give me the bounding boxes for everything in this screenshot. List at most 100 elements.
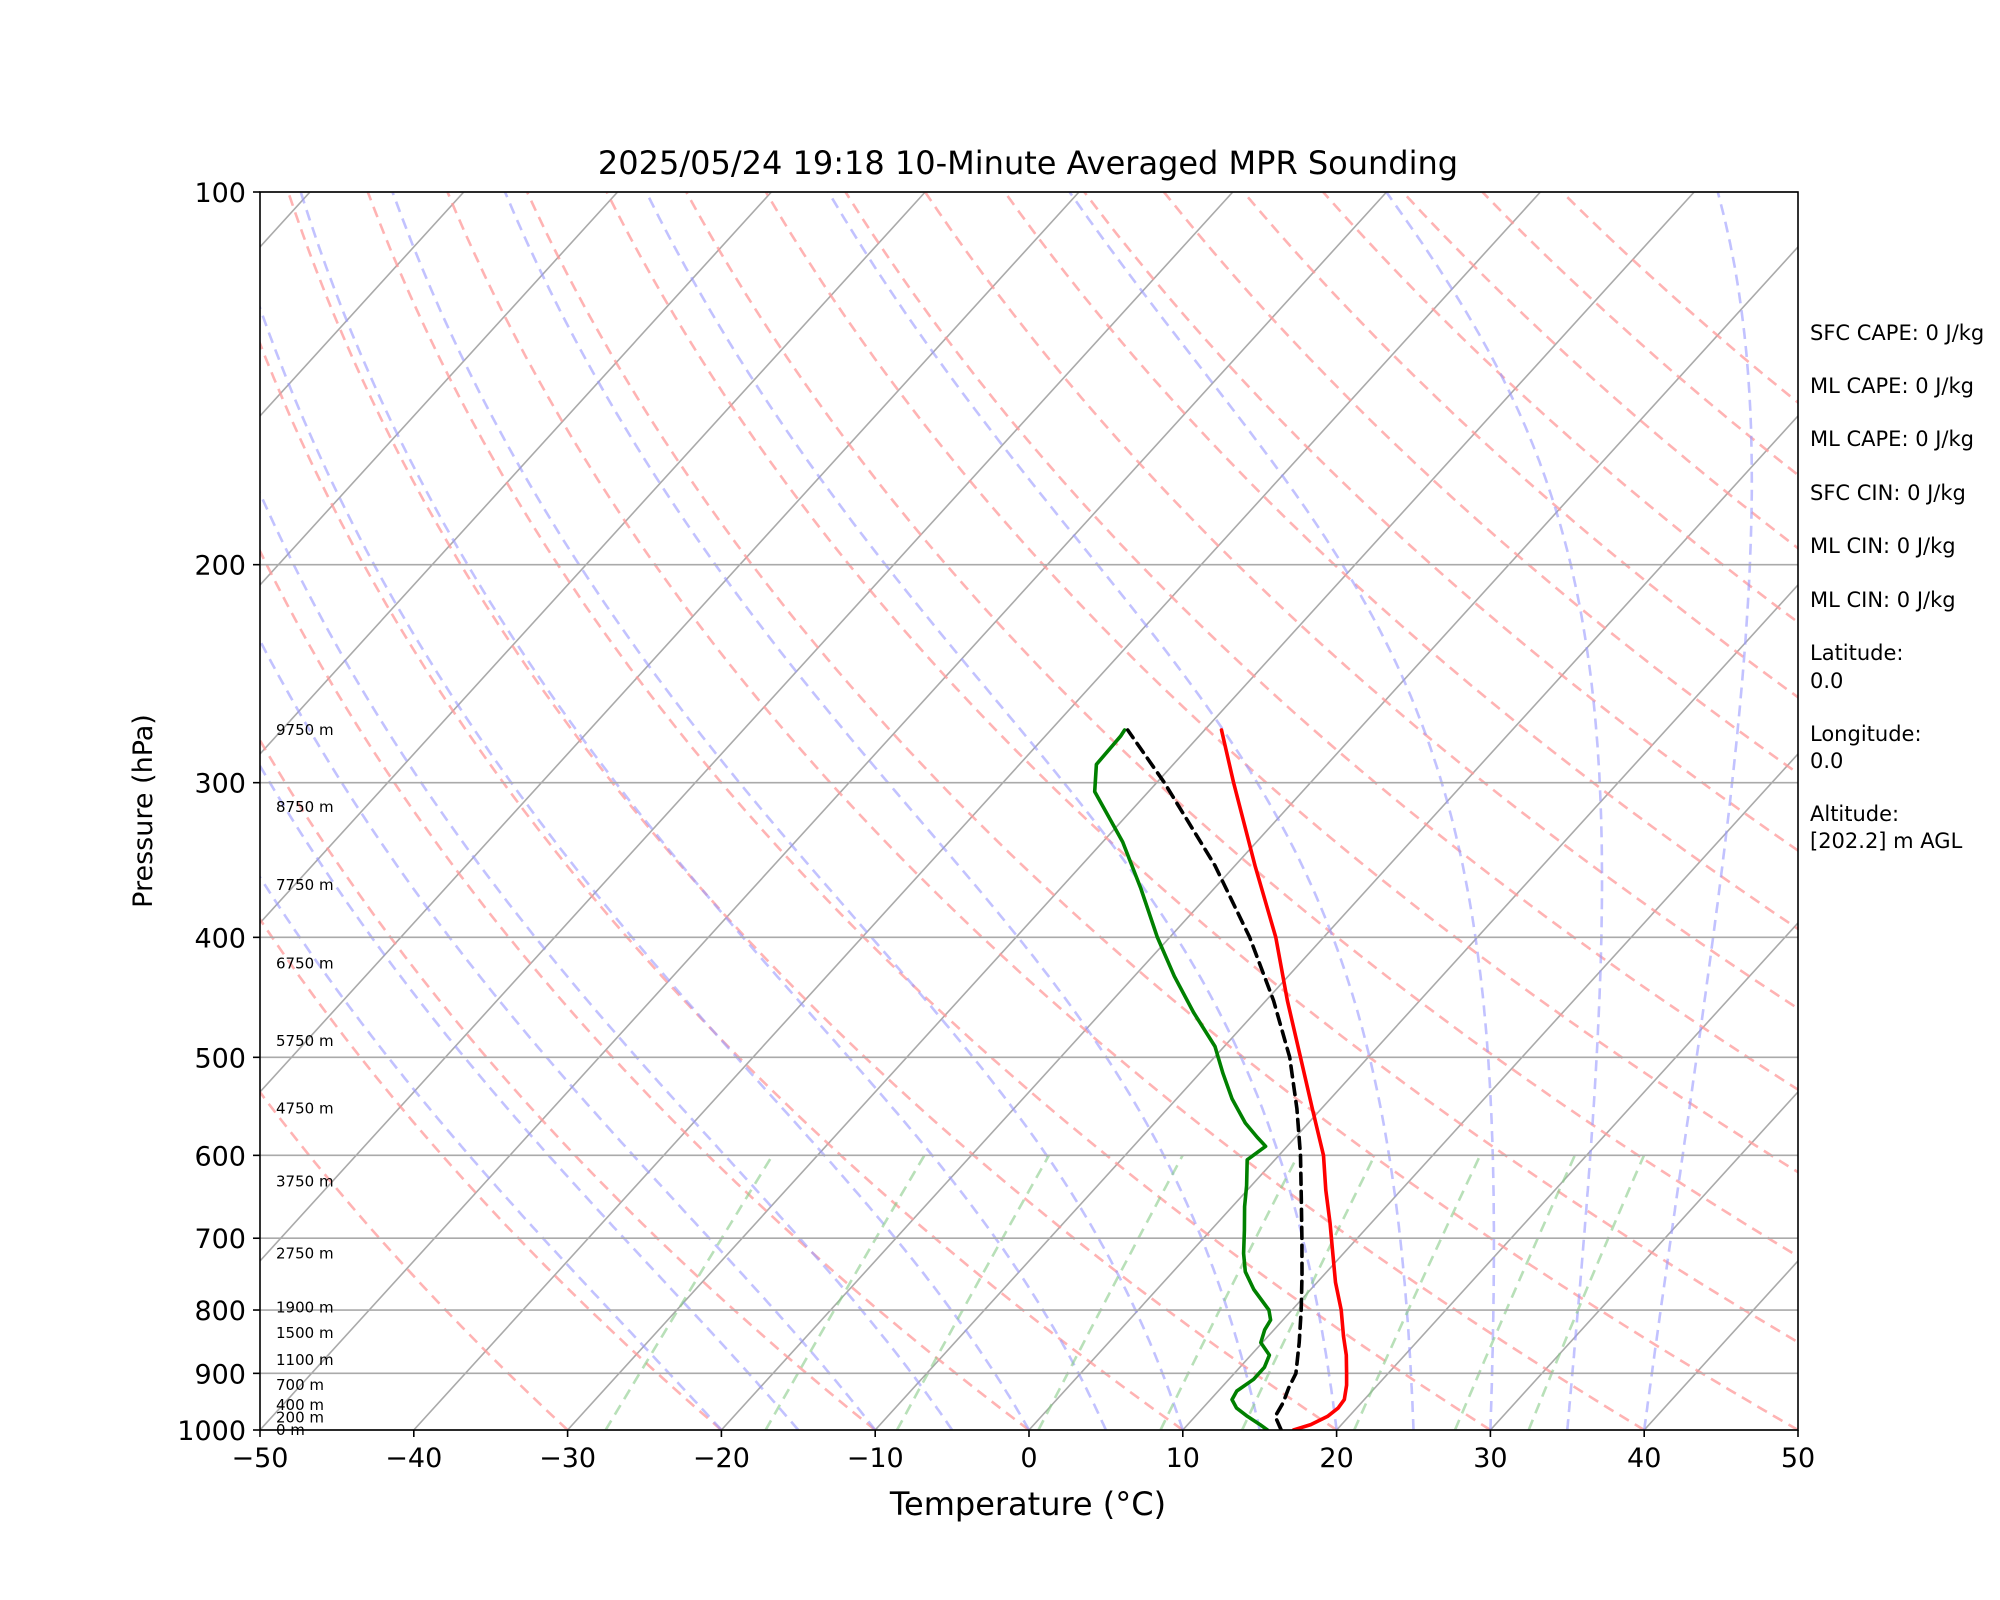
mixing-ratio-line bbox=[1453, 1154, 1576, 1430]
height-label: 0 m bbox=[276, 1421, 305, 1439]
altitude-value: [202.2] m AGL bbox=[1810, 829, 1963, 853]
dry-adiabat-line bbox=[525, 192, 1798, 1430]
dry-adiabat-line bbox=[764, 192, 1798, 1174]
height-label: 9750 m bbox=[276, 721, 334, 739]
moist-adiabat-line bbox=[1642, 192, 1754, 1430]
height-label: 6750 m bbox=[276, 955, 334, 973]
dry-adiabat-line bbox=[286, 192, 1338, 1430]
x-tick-label: −40 bbox=[385, 1443, 442, 1474]
dry-adiabat-line bbox=[924, 192, 1798, 1011]
plot-background bbox=[260, 192, 1798, 1430]
latitude-label: Latitude: bbox=[1810, 641, 1904, 665]
x-tick-label: 10 bbox=[1166, 1443, 1200, 1474]
y-axis-label: Pressure (hPa) bbox=[128, 714, 159, 908]
x-tick-label: −20 bbox=[693, 1443, 750, 1474]
x-tick-label: 20 bbox=[1319, 1443, 1353, 1474]
isotherm-line bbox=[260, 192, 926, 925]
dry-adiabat-line bbox=[260, 339, 1184, 1430]
altitude-label: Altitude: bbox=[1810, 802, 1899, 826]
moist-adiabat-line bbox=[1068, 192, 1496, 1430]
latitude-value: 0.0 bbox=[1810, 669, 1843, 693]
y-tick-label: 800 bbox=[194, 1296, 246, 1327]
ml-cin-text: ML CIN: 0 J/kg bbox=[1810, 534, 1956, 558]
dry-adiabat-line bbox=[1242, 192, 1798, 699]
mixing-ratio-line bbox=[1527, 1154, 1646, 1430]
background-reference-lines bbox=[0, 192, 1798, 1430]
x-tick-label: −50 bbox=[232, 1443, 289, 1474]
height-label: 1900 m bbox=[276, 1298, 334, 1316]
y-tick-label: 1000 bbox=[177, 1416, 246, 1447]
isotherm-line bbox=[260, 192, 1080, 1094]
y-tick-label: 700 bbox=[194, 1224, 246, 1255]
moist-adiabat-line bbox=[260, 874, 723, 1430]
dry-adiabat-line bbox=[1083, 192, 1798, 853]
y-tick-label: 500 bbox=[194, 1043, 246, 1074]
profile-series bbox=[1092, 728, 1349, 1430]
dry-adiabat-line bbox=[446, 192, 1645, 1430]
isotherm-line bbox=[413, 192, 1541, 1430]
moist-adiabat-line bbox=[299, 192, 1108, 1430]
x-axis-label: Temperature (°C) bbox=[889, 1485, 1166, 1523]
isotherm-line bbox=[1336, 921, 1798, 1430]
isotherm-line bbox=[260, 192, 465, 418]
height-label: 5750 m bbox=[276, 1032, 334, 1050]
y-tick-label: 200 bbox=[194, 551, 246, 582]
sfc-cin-text: SFC CIN: 0 J/kg bbox=[1810, 481, 1966, 505]
ml-cin-text-2: ML CIN: 0 J/kg bbox=[1810, 588, 1956, 612]
isotherm-line bbox=[0, 192, 2, 1430]
isotherm-line bbox=[567, 192, 1695, 1430]
height-label: 1500 m bbox=[276, 1324, 334, 1342]
dry-adiabat-line bbox=[260, 737, 877, 1430]
dry-adiabat-line bbox=[685, 192, 1798, 1258]
x-axis-ticks: −50 −40 −30 −20 −10 0 10 20 30 40 50 bbox=[232, 1430, 1815, 1474]
y-axis-ticks: 100 200 300 400 500 600 700 800 900 1000 bbox=[177, 178, 260, 1447]
dry-adiabat-line bbox=[1322, 192, 1798, 624]
isotherm-line bbox=[1182, 752, 1798, 1430]
ml-cape-text: ML CAPE: 0 J/kg bbox=[1810, 374, 1974, 398]
height-label: 400 m bbox=[276, 1396, 324, 1414]
y-tick-label: 600 bbox=[194, 1141, 246, 1172]
height-label: 1100 m bbox=[276, 1351, 334, 1369]
longitude-value: 0.0 bbox=[1810, 749, 1843, 773]
x-tick-label: 50 bbox=[1781, 1443, 1815, 1474]
isotherm-line bbox=[260, 192, 772, 756]
y-tick-label: 400 bbox=[194, 923, 246, 954]
temperature-profile-line bbox=[1219, 728, 1349, 1430]
x-tick-label: 0 bbox=[1020, 1443, 1037, 1474]
height-label: 3750 m bbox=[276, 1173, 334, 1191]
height-label: 8750 m bbox=[276, 798, 334, 816]
isotherm-line bbox=[260, 192, 619, 587]
dry-adiabat-line bbox=[1003, 192, 1798, 931]
side-panel: SFC CAPE: 0 J/kg ML CAPE: 0 J/kg ML CAPE… bbox=[1810, 321, 1984, 853]
moist-adiabat-line bbox=[260, 763, 800, 1430]
moist-adiabat-line bbox=[1385, 192, 1604, 1430]
y-tick-label: 900 bbox=[194, 1359, 246, 1390]
chart-title: 2025/05/24 19:18 10-Minute Averaged MPR … bbox=[598, 144, 1458, 182]
parcel-path-line bbox=[1125, 728, 1304, 1430]
height-label: 7750 m bbox=[276, 876, 334, 894]
isotherm-line bbox=[1028, 583, 1798, 1430]
dry-adiabat-line bbox=[260, 1090, 569, 1430]
y-tick-label: 100 bbox=[194, 178, 246, 209]
height-label: 700 m bbox=[276, 1376, 324, 1394]
ml-cape-text-2: ML CAPE: 0 J/kg bbox=[1810, 427, 1974, 451]
mixing-ratio-line bbox=[1353, 1154, 1482, 1430]
x-tick-label: 30 bbox=[1473, 1443, 1507, 1474]
isotherm-line bbox=[260, 192, 1234, 1263]
x-tick-label: −10 bbox=[847, 1443, 904, 1474]
moist-adiabat-line bbox=[260, 637, 877, 1430]
dry-adiabat-line bbox=[605, 192, 1798, 1344]
height-label: 4750 m bbox=[276, 1100, 334, 1118]
isotherm-line bbox=[260, 192, 1388, 1430]
dewpoint-profile-line bbox=[1092, 728, 1273, 1430]
height-label: 2750 m bbox=[276, 1244, 334, 1262]
moist-adiabat-line bbox=[391, 192, 1185, 1430]
dry-adiabat-line bbox=[1162, 192, 1798, 775]
moist-adiabat-line bbox=[260, 490, 954, 1430]
y-tick-label: 300 bbox=[194, 769, 246, 800]
mixing-ratio-line bbox=[1037, 1154, 1184, 1430]
longitude-label: Longitude: bbox=[1810, 722, 1922, 746]
mixing-ratio-line bbox=[895, 1154, 1051, 1430]
